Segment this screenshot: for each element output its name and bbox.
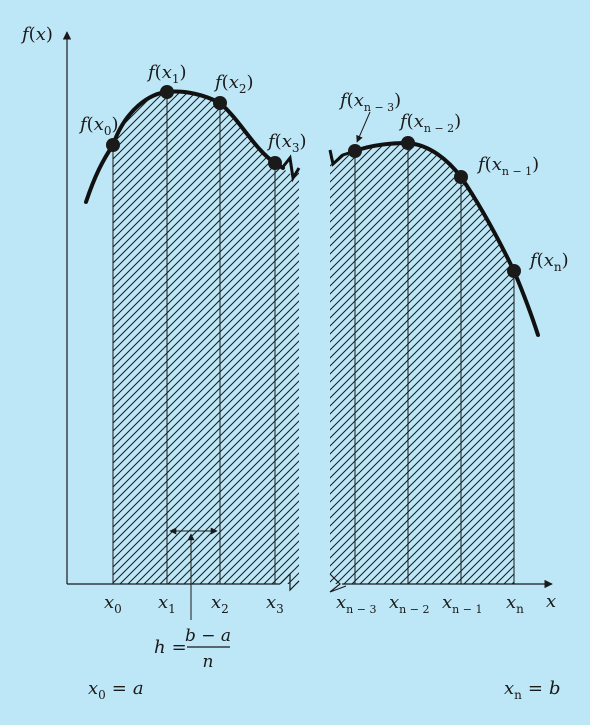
label-f-x0: f(x0) xyxy=(78,114,119,138)
label-f-x1: f(x1) xyxy=(146,62,187,86)
point-xn xyxy=(507,264,521,278)
tick-label-xn-3: xn − 3 xyxy=(336,592,376,616)
label-f-xn-2: f(xn − 2) xyxy=(398,111,461,135)
x-axis-label: x xyxy=(546,591,556,612)
point-xn-2 xyxy=(401,136,415,150)
point-x1 xyxy=(160,85,174,99)
lower-bound-label: x0 = a xyxy=(88,678,144,702)
label-f-xn-3: f(xn − 3) xyxy=(338,90,401,114)
point-x2 xyxy=(213,96,227,110)
curve-break-left xyxy=(280,154,301,183)
left-hatched-area xyxy=(113,91,299,584)
label-f-x2: f(x2) xyxy=(213,72,254,96)
tick-label-xn-1: xn − 1 xyxy=(442,592,482,616)
tick-label-xn-2: xn − 2 xyxy=(389,592,429,616)
label-f-x3: f(x3) xyxy=(266,131,307,155)
step-formula-denominator: n xyxy=(203,652,214,672)
axis-break-right xyxy=(329,573,347,593)
step-formula: h = b − a n xyxy=(154,626,231,672)
step-formula-lhs: h = xyxy=(154,637,187,658)
label-f-xn: f(xn) xyxy=(528,250,569,274)
tick-label-x0: x0 xyxy=(104,592,122,616)
point-x3 xyxy=(268,156,282,170)
right-hatched-area xyxy=(330,143,514,584)
label-pointer-arrow xyxy=(356,111,371,143)
tick-label-xn: xn xyxy=(506,592,524,616)
point-xn-1 xyxy=(454,170,468,184)
step-formula-numerator: b − a xyxy=(185,626,231,646)
y-axis-label: f(x) xyxy=(20,24,53,45)
curve-break-right xyxy=(328,149,353,167)
tick-label-x2: x2 xyxy=(211,592,229,616)
upper-bound-label: xn = b xyxy=(504,678,561,702)
tick-label-x3: x3 xyxy=(266,592,284,616)
point-x0 xyxy=(106,138,120,152)
point-xn-3 xyxy=(348,144,362,158)
label-f-xn-1: f(xn − 1) xyxy=(476,154,539,178)
axis-break-left xyxy=(279,572,300,592)
tick-label-x1: x1 xyxy=(158,592,176,616)
